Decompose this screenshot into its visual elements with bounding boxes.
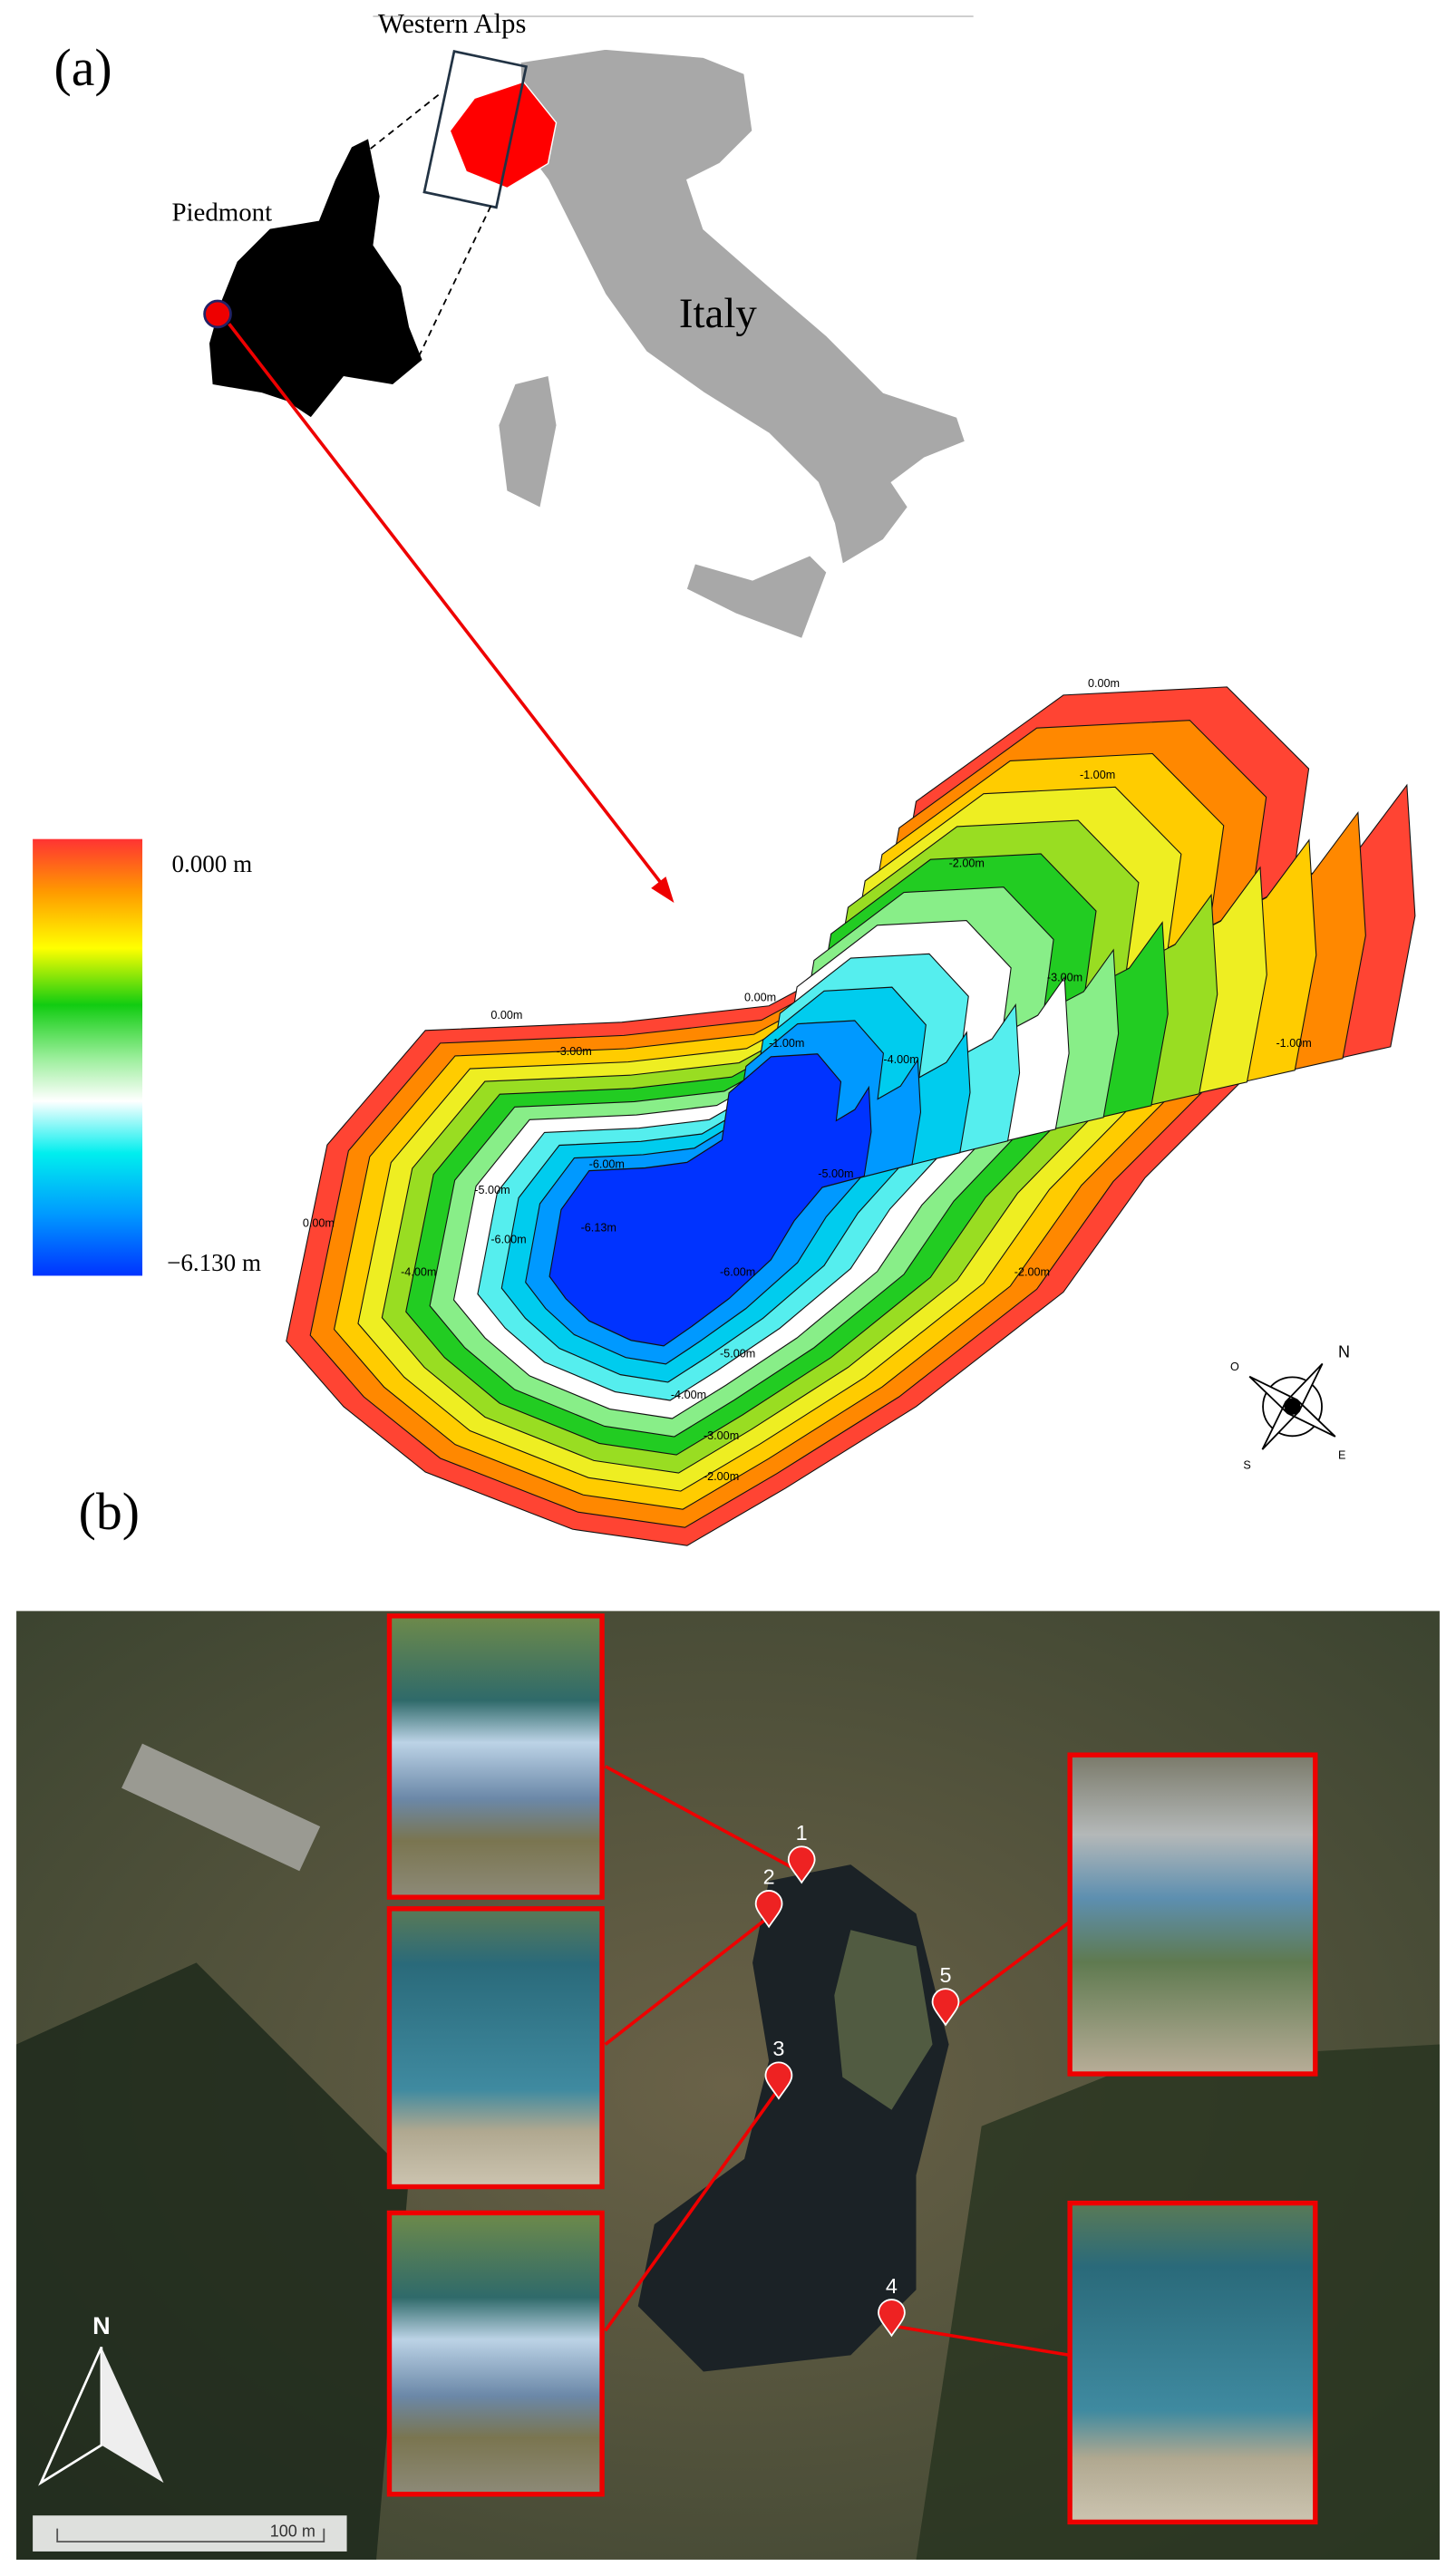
site-number: 3 xyxy=(772,2037,784,2060)
leader-line xyxy=(604,2087,781,2332)
site-number: 1 xyxy=(796,1821,808,1845)
contour-label: -1.00m xyxy=(1080,769,1115,781)
site-number: 2 xyxy=(763,1865,775,1889)
site-photo xyxy=(386,1613,605,1900)
contour-label: -6.00m xyxy=(490,1233,526,1245)
contour-label: -2.00m xyxy=(949,857,985,869)
contour-label: 0.00m xyxy=(1088,677,1120,690)
compass-letter: O xyxy=(1230,1361,1239,1373)
site-marker xyxy=(787,1845,816,1884)
site-marker xyxy=(878,2299,906,2338)
contour-label: -6.00m xyxy=(720,1265,755,1278)
scale-bar xyxy=(33,2515,347,2552)
compass-letter: E xyxy=(1338,1449,1345,1462)
contour-label: -4.00m xyxy=(671,1389,706,1401)
region-label: Western Alps xyxy=(378,8,527,39)
connector xyxy=(416,205,492,361)
site-marker xyxy=(764,2061,793,2100)
building xyxy=(121,1743,321,1872)
contour-label: -6.00m xyxy=(589,1157,625,1170)
contour-label: -6.13m xyxy=(581,1222,616,1235)
compass-letter: N xyxy=(1338,1343,1350,1361)
panel-label: (b) xyxy=(79,1484,140,1541)
leader-line xyxy=(604,1765,803,1874)
contour-label: -2.00m xyxy=(1014,1265,1050,1278)
contour-label: -3.00m xyxy=(1047,972,1082,984)
piedmont xyxy=(209,139,422,418)
contour-label: -4.00m xyxy=(401,1265,436,1278)
site-marker xyxy=(754,1890,783,1929)
bathymetry xyxy=(286,686,1416,1546)
contour-label: -4.00m xyxy=(883,1053,918,1066)
contour-label: -1.00m xyxy=(1276,1037,1311,1050)
contour-label: -1.00m xyxy=(769,1037,804,1050)
region-label: Italy xyxy=(679,290,758,337)
leader-line xyxy=(604,1915,771,2046)
site-photo xyxy=(1067,2200,1318,2525)
site-photo xyxy=(386,2210,605,2497)
contour-label: 0.00m xyxy=(490,1009,522,1022)
site-markers: 12 3 4 5 xyxy=(754,1821,960,2338)
panel-label: (a) xyxy=(54,40,112,97)
north-label: N xyxy=(92,2312,111,2339)
contour-label: -3.00m xyxy=(557,1045,592,1058)
contour-label: -5.00m xyxy=(818,1167,853,1180)
vegetation xyxy=(834,1930,933,2110)
region-label: Piedmont xyxy=(171,199,272,228)
arrow xyxy=(228,323,669,893)
contour-label: -5.00m xyxy=(474,1184,510,1196)
site-photo xyxy=(1067,1752,1318,2077)
leader-line xyxy=(944,1920,1072,2017)
sicily xyxy=(686,556,827,638)
scale-line xyxy=(56,2528,325,2543)
scale-label: 100 m xyxy=(270,2523,315,2541)
arrow-head xyxy=(651,876,675,904)
leader-line xyxy=(891,2324,1071,2358)
contour-label: 0.00m xyxy=(744,991,776,1003)
alps-box xyxy=(422,50,529,209)
contour-label: 0.00m xyxy=(303,1216,335,1229)
site-photo xyxy=(386,1906,605,2190)
contour-label: -3.00m xyxy=(704,1429,739,1442)
legend-label: −6.130 m xyxy=(167,1249,261,1276)
italy xyxy=(519,48,966,566)
depth-zone xyxy=(548,1053,872,1347)
site-dot xyxy=(203,299,232,329)
piedmont-inset xyxy=(449,81,558,189)
compass: N E S O xyxy=(1230,1343,1350,1472)
site-number: 4 xyxy=(886,2274,898,2298)
site-number: 5 xyxy=(939,1963,951,1987)
depth-legend xyxy=(33,838,143,1276)
legend-label: 0.000 m xyxy=(171,850,252,877)
compass-letter: S xyxy=(1243,1458,1250,1471)
contour-label: -5.00m xyxy=(720,1348,755,1361)
site-marker xyxy=(931,1988,960,2027)
contour-label: -2.00m xyxy=(704,1470,739,1483)
contour-labels: 0.00m 0.00m 0.00m 0.00m -1.00m -1.00m -1.00m -2… xyxy=(303,677,1312,1483)
sardinia xyxy=(499,376,557,508)
